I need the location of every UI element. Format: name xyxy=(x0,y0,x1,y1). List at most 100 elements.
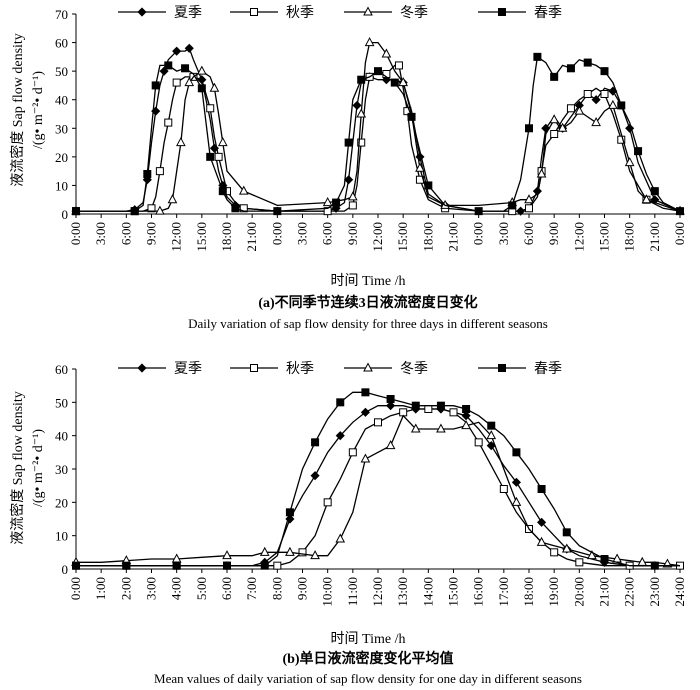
panel-a-y-tick-label: 70 xyxy=(55,7,68,22)
panel-b-y-tick-label: 60 xyxy=(55,362,68,377)
panel-a-x-tick-label: 15:00 xyxy=(395,222,410,252)
panel-b-x-tick-label: 2:00 xyxy=(118,577,133,600)
panel-a-x-tick-label: 0:00 xyxy=(269,222,284,245)
panel-a-data-point xyxy=(155,205,165,215)
panel-a-x-tick-label: 12:00 xyxy=(571,222,586,252)
panel-a-x-tick-label: 9:00 xyxy=(144,222,159,245)
panel-b-data-point xyxy=(259,546,270,556)
panel-b-x-tick-label: 14:00 xyxy=(420,577,435,607)
panel-a-data-point xyxy=(591,95,601,105)
panel-a-x-tick-label: 18:00 xyxy=(622,222,637,252)
panel-b-data-point xyxy=(223,561,231,570)
panel-b-data-point xyxy=(536,536,547,546)
panel-a-data-point xyxy=(181,64,190,73)
panel-a-data-point xyxy=(398,77,408,87)
panel-b-data-point xyxy=(511,477,521,487)
panel-b-x-tick-label: 10:00 xyxy=(320,577,335,607)
panel-a-data-point xyxy=(218,187,227,196)
panel-a-data-point xyxy=(72,207,80,216)
panel-a-data-point xyxy=(583,58,592,67)
panel-b-xlabel: 时间 Time /h xyxy=(331,631,406,647)
panel-a-y-tick-label: 30 xyxy=(55,121,68,136)
panel-a-data-point xyxy=(352,100,362,110)
panel-a-data-point xyxy=(322,197,333,207)
panel-a-x-tick-label: 0:00 xyxy=(68,222,83,245)
panel-a-data-point xyxy=(348,191,358,201)
panel-a-chart: 液流密度 Sap flow density /(g• m⁻²• d⁻¹) 时间 … xyxy=(9,5,687,331)
panel-a-data-point xyxy=(164,118,173,127)
legend-label: 春季 xyxy=(534,5,562,21)
panel-a-x-tick-label: 3:00 xyxy=(295,222,310,245)
panel-b-data-point xyxy=(72,561,80,570)
panel-b-legend-entry: 夏季 xyxy=(118,361,202,377)
panel-b-x-tick-label: 23:00 xyxy=(647,577,662,607)
legend-label: 夏季 xyxy=(174,361,202,377)
panel-a-legend-entry: 春季 xyxy=(478,5,562,21)
panel-a-data-point xyxy=(176,137,186,147)
panel-b-data-point xyxy=(436,423,446,433)
panel-b-data-point xyxy=(361,388,370,397)
legend-label: 夏季 xyxy=(174,5,202,21)
panel-b-y-tick-label: 40 xyxy=(55,429,68,444)
panel-a-legend-entry: 夏季 xyxy=(118,5,202,21)
panel-a-subtitle: Daily variation of sap flow density for … xyxy=(188,316,548,331)
panel-b-data-point xyxy=(122,561,131,570)
panel-a-data-point xyxy=(394,61,403,70)
panel-b-series-1 xyxy=(72,405,684,570)
panel-a-data-point xyxy=(550,72,559,81)
panel-b-data-point xyxy=(336,398,345,407)
panel-a-data-point xyxy=(550,130,559,138)
panel-a-y-tick-label: 50 xyxy=(55,64,68,79)
panel-a-x-tick-label: 18:00 xyxy=(420,222,435,252)
panel-a-x-tick-label: 12:00 xyxy=(370,222,385,252)
legend-marker xyxy=(137,363,147,373)
panel-b-data-point xyxy=(374,418,382,427)
panel-b-data-point xyxy=(386,395,395,403)
panel-a-data-point xyxy=(591,117,601,127)
panel-b-data-point xyxy=(449,408,458,417)
legend-label: 春季 xyxy=(534,361,562,377)
panel-b-data-point xyxy=(424,405,433,413)
panel-b-data-point xyxy=(335,533,346,543)
panel-b-x-tick-label: 6:00 xyxy=(219,577,234,600)
panel-a-data-point xyxy=(424,181,433,190)
panel-a-data-point xyxy=(184,43,194,53)
panel-b-data-point xyxy=(298,548,307,557)
legend-marker xyxy=(363,6,373,16)
panel-a-data-point xyxy=(231,204,240,213)
panel-b-data-point xyxy=(561,543,572,553)
panel-a-y-tick-label: 10 xyxy=(55,178,68,193)
panel-b-x-tick-label: 7:00 xyxy=(244,577,259,600)
panel-b-y-tick-label: 0 xyxy=(62,562,69,577)
panel-b-data-point xyxy=(260,561,269,570)
panel-a-data-point xyxy=(374,67,382,76)
panel-a-data-point xyxy=(214,152,223,161)
legend-marker xyxy=(498,8,506,16)
panel-a-data-point xyxy=(549,114,560,124)
panel-b-series-line xyxy=(76,414,681,567)
panel-b-x-tick-label: 22:00 xyxy=(622,577,637,607)
panel-a-x-tick-label: 3:00 xyxy=(496,222,511,245)
panel-a-series-line xyxy=(76,47,681,212)
panel-a-data-point xyxy=(574,105,585,115)
panel-b-x-tick-label: 4:00 xyxy=(169,577,184,600)
panel-b-data-point xyxy=(385,440,396,450)
panel-b-data-point xyxy=(550,548,559,557)
panel-b-x-tick-label: 16:00 xyxy=(471,577,486,607)
panel-a-data-point xyxy=(167,194,178,204)
legend-marker xyxy=(137,7,147,17)
legend-label: 冬季 xyxy=(400,5,428,21)
panel-b-series-line xyxy=(76,405,680,567)
panel-a-legend-entry: 秋季 xyxy=(230,5,314,21)
panel-a-x-tick-label: 0:00 xyxy=(471,222,486,245)
panel-a-data-point xyxy=(474,207,483,216)
panel-b-y-tick-label: 10 xyxy=(55,529,68,544)
panel-a-data-point xyxy=(196,65,207,75)
panel-a-x-tick-label: 6:00 xyxy=(320,222,335,245)
panel-b-data-point xyxy=(222,550,232,560)
panel-b-data-point xyxy=(474,438,483,447)
panel-a-data-point xyxy=(164,61,173,70)
panel-b-x-tick-label: 21:00 xyxy=(597,577,612,607)
panel-a-data-point xyxy=(357,75,366,84)
panel-a-data-point xyxy=(217,137,228,147)
